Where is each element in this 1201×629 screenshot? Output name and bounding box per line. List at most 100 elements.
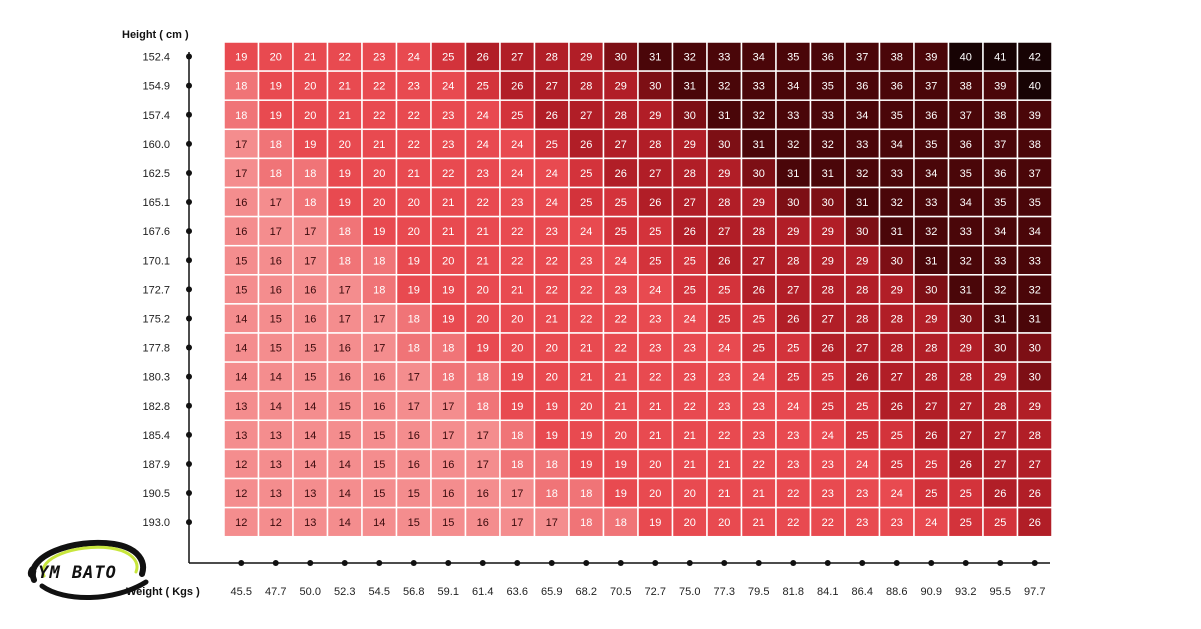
heatmap-cell xyxy=(499,274,536,305)
heatmap-cell xyxy=(326,244,363,276)
heatmap-cell-label: 34 xyxy=(1029,226,1041,238)
heatmap-cell xyxy=(464,128,501,160)
y-tick-dot xyxy=(186,111,192,118)
x-tick-label: 75.0 xyxy=(679,586,700,598)
heatmap-cell xyxy=(982,390,1019,422)
heatmap-cell xyxy=(775,303,812,334)
heatmap-cell-label: 20 xyxy=(511,343,523,355)
heatmap-cell-label: 17 xyxy=(477,430,489,442)
x-tick-dot xyxy=(686,560,693,566)
heatmap-cell-label: 37 xyxy=(960,110,972,122)
heatmap-cell-label: 22 xyxy=(580,284,592,296)
heatmap-cell xyxy=(878,70,915,101)
heatmap-cell-label: 18 xyxy=(304,197,316,209)
heatmap-cell xyxy=(257,99,294,131)
heatmap-cell xyxy=(464,41,501,72)
heatmap-cell-label: 28 xyxy=(580,81,592,93)
heatmap-cell-label: 29 xyxy=(787,226,799,238)
heatmap-cell-label: 28 xyxy=(891,343,903,355)
y-tick-label: 187.9 xyxy=(142,459,170,471)
heatmap-cell xyxy=(361,361,398,392)
heatmap-cell xyxy=(257,477,294,509)
heatmap-cell xyxy=(706,128,743,160)
logo-swoosh-icon xyxy=(29,539,146,583)
heatmap-cell-label: 19 xyxy=(270,110,282,122)
heatmap-cell-label: 25 xyxy=(925,488,937,500)
heatmap-cell-label: 22 xyxy=(649,372,661,384)
heatmap-cell-label: 18 xyxy=(373,284,385,296)
heatmap-cell xyxy=(257,361,294,392)
heatmap-cell xyxy=(1016,128,1053,160)
heatmap-cell xyxy=(464,477,501,509)
heatmap-cell-label: 37 xyxy=(1029,168,1041,180)
heatmap-cell-label: 34 xyxy=(891,139,903,151)
heatmap-cell xyxy=(395,361,432,392)
heatmap-cell-label: 15 xyxy=(235,284,247,296)
heatmap-cell-label: 26 xyxy=(891,401,903,413)
heatmap-cell xyxy=(499,186,536,218)
heatmap-cell xyxy=(223,99,260,131)
heatmap-cell-label: 33 xyxy=(753,81,765,93)
heatmap-cell xyxy=(947,303,984,334)
heatmap-cell xyxy=(533,332,570,363)
heatmap-cell xyxy=(430,215,467,247)
x-tick-label: 45.5 xyxy=(231,586,252,598)
heatmap-cell-label: 19 xyxy=(235,52,247,64)
x-tick-label: 63.6 xyxy=(507,586,528,598)
heatmap-cell-label: 19 xyxy=(339,197,351,209)
heatmap-cell xyxy=(292,274,329,305)
heatmap-cell-label: 26 xyxy=(718,255,730,267)
heatmap-cell xyxy=(809,303,846,334)
heatmap-cell-label: 25 xyxy=(718,313,730,325)
heatmap-cell xyxy=(464,303,501,334)
heatmap-cell xyxy=(223,390,260,422)
heatmap-cell-label: 20 xyxy=(615,430,627,442)
heatmap-cell-label: 25 xyxy=(960,488,972,500)
heatmap-cell-label: 29 xyxy=(1029,401,1041,413)
gym-bato-logo xyxy=(29,539,149,601)
heatmap-cell-label: 28 xyxy=(649,139,661,151)
heatmap-cell-label: 20 xyxy=(477,284,489,296)
y-tick-label: 180.3 xyxy=(142,372,170,384)
heatmap-cell-label: 14 xyxy=(339,459,351,471)
x-tick-dot xyxy=(1031,560,1038,566)
heatmap-cell-label: 19 xyxy=(442,284,454,296)
heatmap-cell-label: 16 xyxy=(442,459,454,471)
heatmap-cell xyxy=(775,215,812,247)
heatmap-cell-label: 20 xyxy=(684,517,696,529)
heatmap-cell xyxy=(1016,274,1053,305)
heatmap-cell-label: 16 xyxy=(339,343,351,355)
heatmap-cell-label: 16 xyxy=(442,488,454,500)
heatmap-cell-label: 35 xyxy=(925,139,937,151)
heatmap-cell-label: 21 xyxy=(753,517,765,529)
heatmap-cell-label: 25 xyxy=(822,401,834,413)
heatmap-cell xyxy=(982,157,1019,189)
heatmap-cell-label: 24 xyxy=(649,284,661,296)
heatmap-cell-label: 21 xyxy=(580,343,592,355)
y-tick-dot xyxy=(186,199,192,206)
heatmap-cell xyxy=(430,41,467,72)
heatmap-cell-label: 37 xyxy=(856,52,868,64)
heatmap-cell-label: 18 xyxy=(477,401,489,413)
heatmap-cell xyxy=(740,506,777,538)
heatmap-cell xyxy=(395,186,432,218)
heatmap-cell xyxy=(740,332,777,363)
heatmap-cell-label: 18 xyxy=(511,459,523,471)
heatmap-cell-label: 21 xyxy=(615,372,627,384)
heatmap-cell-label: 17 xyxy=(442,401,454,413)
y-tick-label: 172.7 xyxy=(142,284,170,296)
heatmap-cell-label: 22 xyxy=(546,284,558,296)
x-tick-label: 81.8 xyxy=(783,586,804,598)
heatmap-cell xyxy=(464,244,501,276)
heatmap-cell-label: 18 xyxy=(477,372,489,384)
heatmap-cell xyxy=(464,99,501,131)
heatmap-cell xyxy=(844,157,881,189)
heatmap-cell xyxy=(982,70,1019,101)
heatmap-cell-label: 23 xyxy=(856,517,868,529)
heatmap-cell-label: 20 xyxy=(304,81,316,93)
heatmap-cell xyxy=(809,215,846,247)
heatmap-cell-label: 21 xyxy=(511,284,523,296)
heatmap-cell-label: 32 xyxy=(787,139,799,151)
heatmap-cell-label: 25 xyxy=(925,459,937,471)
